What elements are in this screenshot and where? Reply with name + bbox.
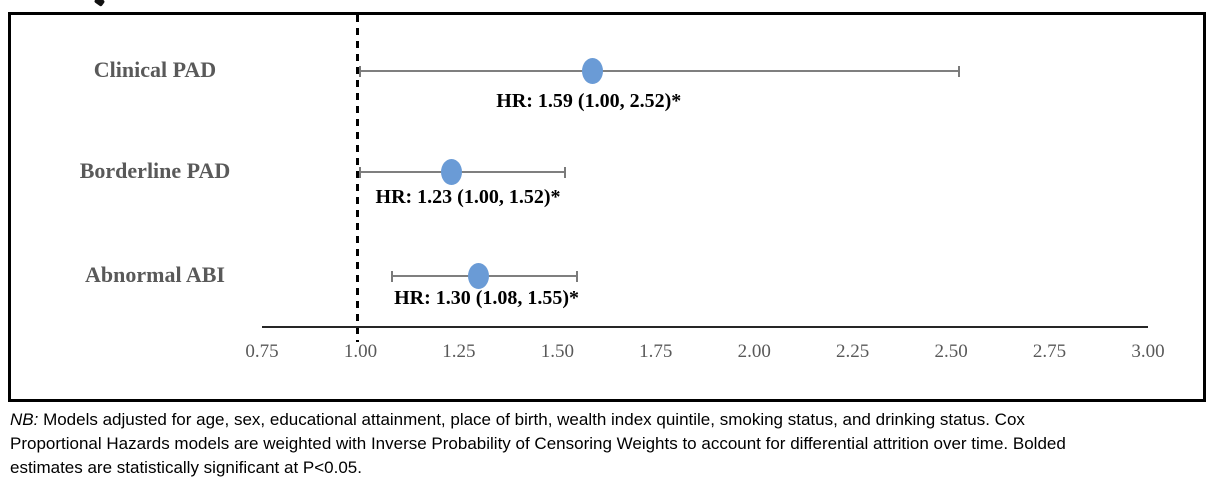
x-tick-label: 2.50 [934,341,968,362]
note-line-1-rest: Models adjusted for age, sex, educationa… [38,410,1025,429]
hazard-ratio-marker [468,263,490,289]
plot-border [8,12,1206,402]
confidence-interval-cap [576,271,579,282]
confidence-interval-line [360,171,566,173]
note-prefix: NB: [10,410,39,429]
note-text: NB: Models adjusted for age, sex, educat… [10,408,1210,480]
hr-annotation: HR: 1.23 (1.00, 1.52)* [375,186,561,208]
x-tick-label: 2.25 [836,341,870,362]
note-line-2: Proportional Hazards models are weighted… [10,434,1066,453]
hr-annotation: HR: 1.30 (1.08, 1.55)* [394,287,580,309]
confidence-interval-cap [957,66,960,77]
x-axis-line [262,326,1148,328]
confidence-interval-cap [359,66,362,77]
category-label: Borderline PAD [79,158,231,183]
reference-line [356,15,359,342]
note-line-3: estimates are statistically significant … [10,458,362,477]
x-tick-label: 1.50 [540,341,574,362]
confidence-interval-cap [390,271,393,282]
confidence-interval-cap [564,167,567,178]
category-label: Abnormal ABI [85,262,225,287]
category-label: Clinical PAD [93,57,217,82]
x-tick-label: 1.00 [343,341,378,362]
x-tick-label: 2.00 [737,341,771,362]
x-tick-label: 3.00 [1131,341,1165,362]
x-tick-label: 1.75 [639,341,673,362]
hr-annotation: HR: 1.59 (1.00, 2.52)* [496,90,682,112]
note-line-1: NB: Models adjusted for age, sex, educat… [10,408,1210,432]
hazard-ratio-marker [440,159,462,185]
hazard-ratio-marker [582,58,604,84]
x-tick-label: 1.25 [442,341,476,362]
confidence-interval-line [360,70,959,72]
x-tick-label: 2.75 [1032,341,1067,362]
confidence-interval-cap [359,167,362,178]
cropped-title-fragment [93,0,106,7]
x-tick-label: 0.75 [245,341,279,362]
